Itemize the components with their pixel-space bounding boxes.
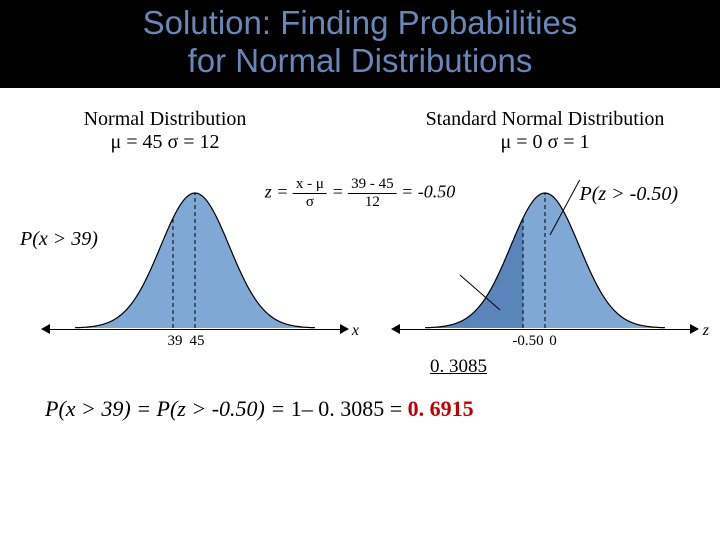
standard-normal-chart: z -0.50 0 <box>395 150 695 350</box>
slide-title: Solution: Finding Probabilities for Norm… <box>0 0 720 88</box>
normal-distribution-chart: x 39 45 <box>45 150 345 350</box>
area-value: 0. 3085 <box>430 356 487 378</box>
tick-0: 0 <box>549 333 557 350</box>
title-line-2: for Normal Distributions <box>188 42 533 79</box>
title-line-1: Solution: Finding Probabilities <box>143 4 578 41</box>
x-axis-label: x <box>352 322 359 340</box>
tick-39: 39 <box>168 333 183 350</box>
tick-45: 45 <box>190 333 205 350</box>
solution-equation: P(x > 39) = P(z > -0.50) = 1– 0. 3085 = … <box>45 396 474 422</box>
z-axis-label: z <box>703 322 709 340</box>
bell-curve-left <box>75 180 315 330</box>
tick-neg050: -0.50 <box>512 333 543 350</box>
bell-curve-right <box>425 180 665 330</box>
